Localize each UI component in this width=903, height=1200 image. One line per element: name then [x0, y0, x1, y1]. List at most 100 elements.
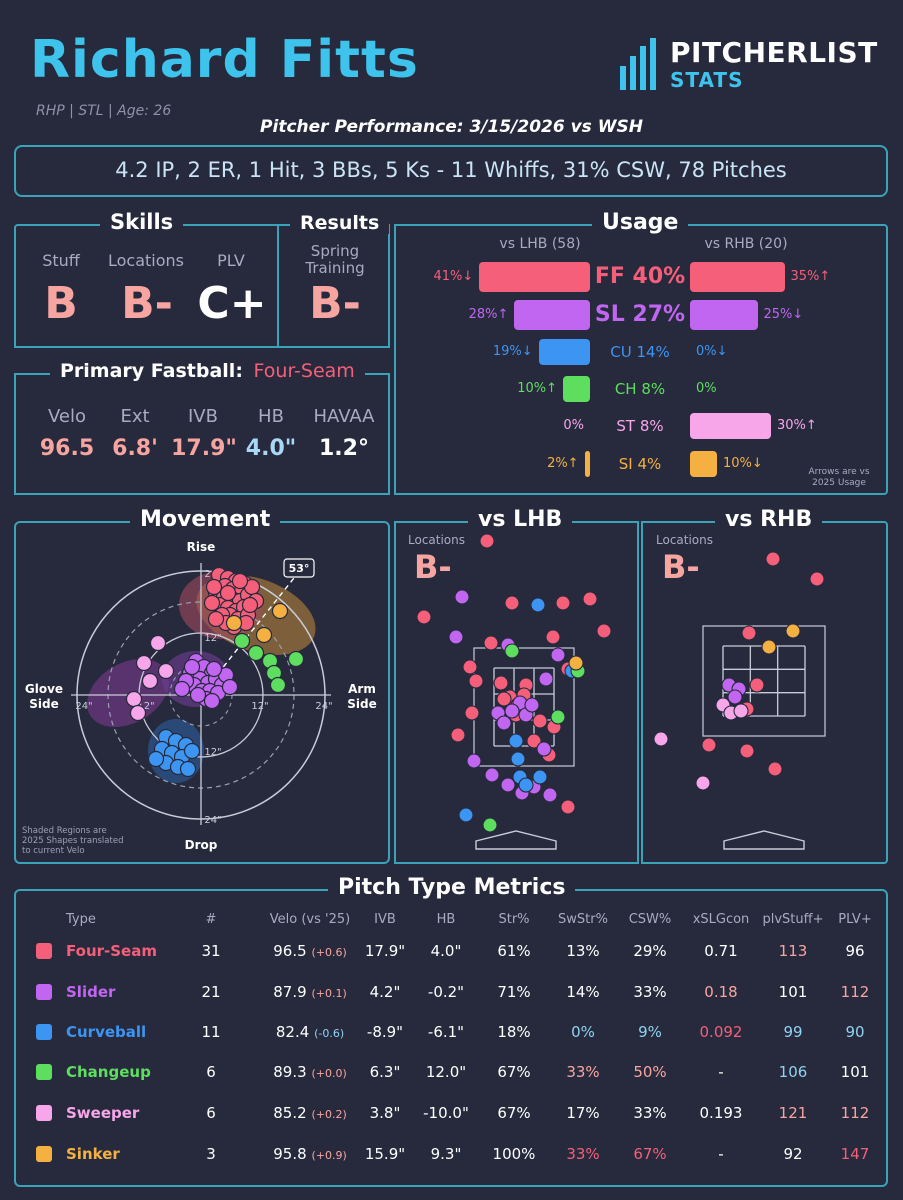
csw-cell: 29%: [633, 942, 667, 960]
pitch-color-swatch: [36, 984, 52, 1000]
usage-rhb-bar: [690, 413, 771, 439]
swstr-cell: 17%: [566, 1104, 600, 1122]
str-cell: 67%: [497, 1104, 531, 1122]
bars-logo-icon: [620, 38, 656, 90]
hb-cell: -6.1": [427, 1023, 465, 1041]
drop-label: Drop: [185, 838, 218, 852]
usage-rhb-value: 10%↓: [723, 456, 763, 471]
slider-location-point: [542, 787, 558, 803]
sweeper-point: [157, 662, 175, 680]
movement-note: 2025 Shapes translated: [22, 836, 123, 846]
locations-grade: B-: [121, 278, 173, 329]
rhb-locations-grade: B-: [662, 548, 700, 586]
four-seam-location-point: [462, 659, 478, 675]
four-seam-location-point: [493, 675, 509, 691]
four-seam-point: [241, 596, 259, 614]
sinker-point: [225, 614, 243, 632]
velo-delta: (+0.6): [311, 946, 347, 959]
four-seam-location-point: [468, 673, 484, 689]
usage-lhb-bar: [563, 376, 590, 402]
fastball-title-wrap: Primary Fastball: Four-Seam: [50, 360, 365, 382]
four-seam-point: [203, 594, 221, 612]
lhb-location-plot: [416, 533, 612, 850]
csw-cell: 33%: [633, 983, 667, 1001]
changeup-location-point: [482, 817, 498, 833]
xslg-cell: -: [718, 1063, 724, 1081]
results-label-line2: Training: [305, 259, 365, 277]
lhb-locations-grade: B-: [414, 548, 452, 586]
usage-note-line1: Arrows are vs: [808, 467, 870, 477]
results-label-line1: Spring: [310, 242, 360, 260]
swstr-cell: 33%: [566, 1063, 600, 1081]
ivb-cell: 15.9": [364, 1145, 406, 1163]
rhb-locations-label: Locations: [656, 533, 714, 547]
slider-location-point: [524, 697, 540, 713]
curveball-location-point: [532, 769, 548, 785]
ivb-value: 17.9": [171, 436, 237, 461]
csw-cell: 67%: [633, 1145, 667, 1163]
plv-cell: 96: [845, 942, 865, 960]
col-str: Str%: [498, 912, 530, 927]
sinker-location-point: [568, 655, 584, 671]
stuff-cell: 92: [783, 1145, 803, 1163]
pitch-count: 3: [206, 1145, 216, 1163]
curveball-location-point: [510, 751, 526, 767]
slider-point: [203, 692, 221, 710]
pitch-type-name: Sweeper: [66, 1104, 140, 1122]
velo-cell: 82.4 (-0.6): [262, 1023, 358, 1041]
changeup-point: [247, 644, 265, 662]
slider-location-point: [727, 689, 743, 705]
sweeper-location-point: [653, 731, 669, 747]
movement-note: Shaded Regions are: [22, 826, 107, 836]
pitch-type-name: Four-Seam: [66, 942, 157, 960]
stuff-cell: 106: [778, 1063, 808, 1081]
swstr-cell: 13%: [566, 942, 600, 960]
pitch-count: 31: [201, 942, 221, 960]
pitch-type-name: Sinker: [66, 1145, 120, 1163]
four-seam-location-point: [596, 623, 612, 639]
slider-location-point: [484, 767, 500, 783]
lhb-locations-label: Locations: [408, 533, 466, 547]
sinker-point: [255, 626, 273, 644]
usage-pitch-label: CH 8%: [614, 379, 666, 398]
usage-rhb-value: 35%↑: [790, 269, 831, 284]
skills-panel: [14, 224, 390, 348]
changeup-location-point: [550, 709, 566, 725]
plv-grade: C+: [197, 278, 267, 329]
hb-cell: 4.0": [430, 942, 462, 960]
logo-top-text: PITCHERLIST: [670, 36, 878, 69]
velo-delta: (+0.9): [311, 1149, 347, 1162]
pitch-color-swatch: [36, 1105, 52, 1121]
sweeper-point: [149, 634, 167, 652]
sinker-point: [271, 602, 289, 620]
usage-lhb-value: 0%: [563, 418, 584, 433]
curveball-location-point: [518, 777, 534, 793]
sweeper-point: [129, 704, 147, 722]
four-seam-location-point: [741, 625, 757, 641]
changeup-location-point: [504, 643, 520, 659]
four-seam-location-point: [739, 743, 755, 759]
slider-location-point: [454, 589, 470, 605]
pitch-count: 11: [201, 1023, 221, 1041]
plv-cell: 147: [840, 1145, 870, 1163]
pitch-type-name: Curveball: [66, 1023, 147, 1041]
col-velo: Velo (vs '25): [269, 912, 351, 927]
ring-24-label: 24": [315, 701, 332, 712]
col-swstr: SwStr%: [558, 912, 608, 927]
usage-pitch-label: CU 14%: [610, 342, 670, 361]
swstr-cell: 0%: [571, 1023, 595, 1041]
metrics-title: Pitch Type Metrics: [328, 875, 576, 900]
usage-lhb-value: 41%↓: [433, 269, 474, 284]
ring-12-label: 12": [251, 701, 268, 712]
ring-12-label: 12": [137, 701, 154, 712]
plv-label: PLV: [217, 251, 245, 270]
pitch-color-swatch: [36, 1064, 52, 1080]
col-hb: HB: [436, 912, 456, 927]
usage-lhb-bar: [479, 262, 590, 292]
usage-lhb-value: 2%↑: [547, 456, 579, 471]
velo-value: 96.5: [273, 942, 312, 960]
plv-cell: 90: [845, 1023, 865, 1041]
velo-value: 82.4: [275, 1023, 315, 1041]
four-seam-location-point: [545, 629, 561, 645]
col-stuff: plvStuff+: [762, 912, 824, 927]
